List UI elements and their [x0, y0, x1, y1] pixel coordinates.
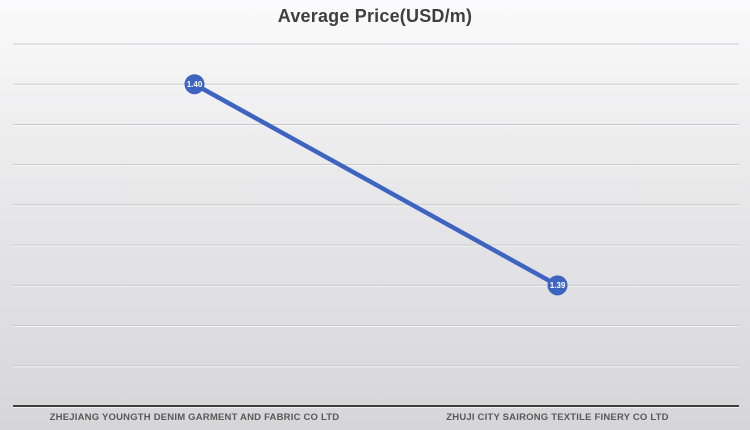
data-point-label: 1.39: [550, 281, 566, 290]
category-label-1: ZHEJIANG YOUNGTH DENIM GARMENT AND FABRI…: [49, 412, 340, 423]
series-line: [192, 81, 560, 288]
category-label-2: ZHUJI CITY SAIRONG TEXTILE FINERY CO LTD: [446, 412, 669, 423]
data-point-marker: [547, 275, 568, 296]
data-point-label: 1.40: [187, 80, 203, 89]
data-point-marker: [184, 74, 205, 95]
x-axis-labels: ZHEJIANG YOUNGTH DENIM GARMENT AND FABRI…: [13, 411, 739, 424]
plot-area: 1.40 1.39: [13, 43, 739, 408]
chart-title: Average Price(USD/m): [277, 6, 473, 26]
line-chart-canvas: 1.40 1.39: [13, 43, 739, 408]
